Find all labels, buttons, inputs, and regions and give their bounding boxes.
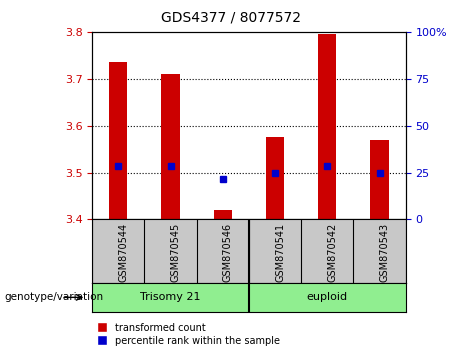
Bar [318,34,337,219]
Text: GSM870546: GSM870546 [223,223,233,282]
Bar [214,210,232,219]
Text: genotype/variation: genotype/variation [5,292,104,302]
Text: GSM870542: GSM870542 [327,223,337,282]
Text: GSM870545: GSM870545 [171,223,181,282]
Bar [266,137,284,219]
Legend: transformed count, percentile rank within the sample: transformed count, percentile rank withi… [97,323,279,346]
Bar [161,74,180,219]
Bar [371,140,389,219]
Text: GDS4377 / 8077572: GDS4377 / 8077572 [160,11,301,25]
Text: Trisomy 21: Trisomy 21 [140,292,201,302]
Text: GSM870544: GSM870544 [118,223,128,282]
Text: euploid: euploid [307,292,348,302]
Bar [109,62,127,219]
Text: GSM870543: GSM870543 [379,223,390,282]
Text: GSM870541: GSM870541 [275,223,285,282]
